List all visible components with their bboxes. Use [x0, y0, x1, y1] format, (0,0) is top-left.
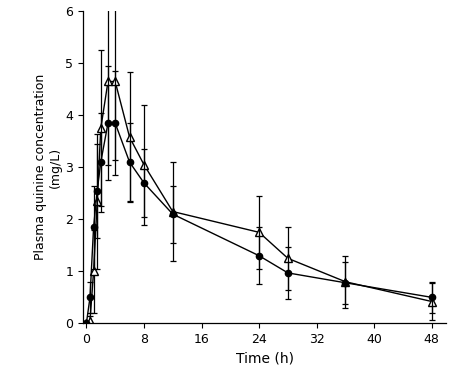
Y-axis label: Plasma quinine concentration
(mg/L): Plasma quinine concentration (mg/L)	[34, 74, 62, 261]
X-axis label: Time (h): Time (h)	[235, 352, 293, 365]
